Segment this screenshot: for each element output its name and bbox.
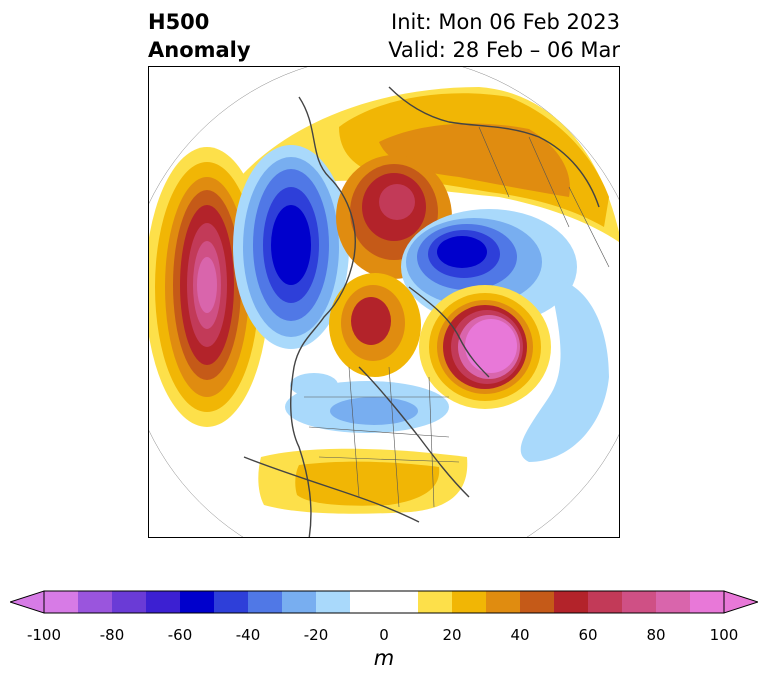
colorbar-tick-label: -40 — [235, 626, 261, 644]
colorbar-tick-label: 60 — [578, 626, 598, 644]
colorbar-extend-right — [723, 590, 758, 614]
political-borders — [304, 126, 610, 508]
colorbar-tick-label: 20 — [442, 626, 462, 644]
colorbar-segment — [180, 591, 215, 613]
colorbar-tick-label: -60 — [167, 626, 193, 644]
colorbar-tick-label: 0 — [379, 626, 389, 644]
anomaly-pos-arctic-4 — [379, 184, 415, 220]
anomaly-map — [149, 67, 619, 537]
colorbar-tick-label: 40 — [510, 626, 530, 644]
anomaly-neg-east-5 — [437, 236, 487, 268]
anomaly-pos-south-2 — [295, 461, 440, 506]
colorbar — [10, 590, 758, 614]
anomaly-pos-arc-inner — [379, 123, 570, 197]
colorbar-segment — [214, 591, 249, 613]
init-time: Init: Mon 06 Feb 2023 — [391, 10, 620, 34]
anomaly-neg-west-5 — [271, 205, 311, 285]
coastlines — [243, 86, 600, 537]
title-variable: H500 — [148, 10, 210, 34]
colorbar-segment — [418, 591, 453, 613]
colorbar-segment — [554, 591, 589, 613]
colorbar-segment — [690, 591, 725, 613]
anomaly-neg-south-2 — [330, 397, 418, 425]
colorbar-segment — [316, 591, 351, 613]
title-field: Anomaly — [148, 38, 251, 62]
anomaly-pos-east-7 — [465, 319, 517, 373]
colorbar-tick-label: -100 — [26, 626, 62, 644]
colorbar-segment — [78, 591, 113, 613]
map-panel — [148, 66, 620, 538]
anomaly-pos-central-3 — [351, 297, 391, 345]
colorbar-segment — [588, 591, 623, 613]
chart-title: H500 Anomaly — [148, 8, 251, 64]
anomaly-neg-east-tail — [520, 277, 609, 462]
anomaly-neg-south-3 — [290, 373, 338, 397]
colorbar-segment — [486, 591, 521, 613]
colorbar-segment — [248, 591, 283, 613]
colorbar-tick-label: 80 — [646, 626, 666, 644]
colorbar-segment — [282, 591, 317, 613]
colorbar-segment — [622, 591, 657, 613]
colorbar-segment — [520, 591, 555, 613]
colorbar-extend-left — [10, 590, 45, 614]
colorbar-tick-label: -20 — [303, 626, 329, 644]
colorbar-tick-label: -80 — [99, 626, 125, 644]
valid-period: Valid: 28 Feb – 06 Mar — [388, 38, 620, 62]
colorbar-segment — [112, 591, 147, 613]
colorbar-segment — [350, 591, 385, 613]
colorbar-tick-label: 100 — [709, 626, 739, 644]
colorbar-segment — [656, 591, 691, 613]
colorbar-segment — [44, 591, 79, 613]
colorbar-segment — [452, 591, 487, 613]
colorbar-segment — [146, 591, 181, 613]
chart-subtitle: Init: Mon 06 Feb 2023 Valid: 28 Feb – 06… — [388, 8, 620, 64]
colorbar-segments — [43, 590, 725, 614]
colorbar-unit: m — [373, 646, 395, 670]
anomaly-pos-west-8 — [197, 257, 217, 313]
colorbar-segment — [384, 591, 419, 613]
